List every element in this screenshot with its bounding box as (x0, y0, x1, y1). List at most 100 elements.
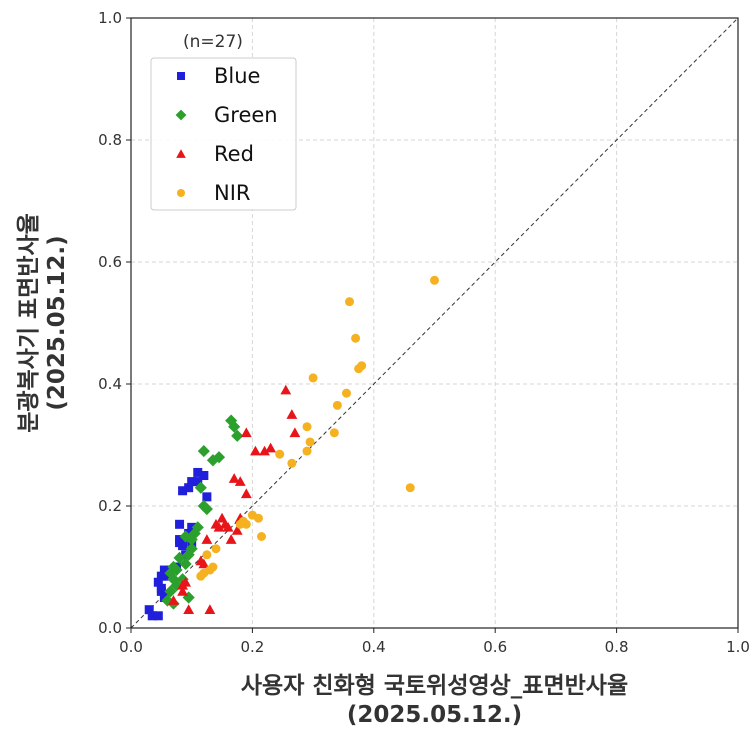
series-red (168, 384, 301, 615)
point-green (191, 521, 204, 534)
y-axis-label-group: 분광복사기 표면반사율 (2025.05.12.) (16, 213, 70, 433)
x-axis-label: 사용자 친화형 국토위성영상_표면반사율 (241, 673, 628, 699)
point-blue (175, 535, 185, 545)
y-axis-label: 분광복사기 표면반사율 (16, 213, 42, 433)
x-tick-label: 1.0 (726, 638, 750, 656)
point-red (265, 442, 277, 453)
point-blue (156, 586, 166, 596)
point-nir (302, 422, 312, 432)
legend: Blue Green Red NIR (150, 57, 297, 211)
legend-label: Green (214, 103, 278, 127)
y-tick-label: 0.6 (98, 253, 122, 271)
y-tick-label: 0.2 (98, 497, 122, 515)
point-green (161, 594, 174, 607)
point-nir (196, 571, 206, 581)
x-tick-label: 0.6 (483, 638, 507, 656)
point-red (177, 586, 188, 596)
y-axis-label-date: (2025.05.12.) (44, 235, 70, 410)
point-green (188, 527, 201, 540)
point-nir (241, 519, 251, 529)
point-blue (144, 605, 154, 615)
y-tick-label: 1.0 (98, 9, 122, 27)
point-nir (253, 513, 263, 523)
x-tick-label: 0.4 (362, 638, 386, 656)
point-blue (199, 471, 209, 480)
point-red (225, 534, 237, 544)
point-nir (332, 400, 342, 410)
point-green (185, 542, 198, 555)
point-green (164, 585, 177, 598)
point-green (170, 579, 183, 592)
point-green (173, 551, 186, 564)
point-blue (153, 611, 163, 621)
point-blue (178, 541, 188, 551)
point-red (180, 576, 192, 587)
point-nir (430, 275, 439, 285)
point-green (228, 420, 241, 433)
point-red (240, 488, 252, 499)
point-red (213, 521, 225, 532)
y-tick-label: 0.4 (98, 375, 122, 393)
point-red (240, 427, 252, 438)
point-blue (187, 477, 197, 487)
point-nir (405, 483, 415, 493)
legend-marker-nir (177, 189, 185, 197)
point-green (182, 548, 195, 561)
point-green (185, 533, 198, 546)
point-red (228, 473, 240, 483)
point-red (289, 427, 301, 438)
point-nir (351, 333, 361, 343)
point-green (197, 445, 210, 458)
x-axis-label-date: (2025.05.12.) (347, 702, 522, 728)
legend-marker-red (176, 149, 186, 158)
point-blue (193, 477, 203, 487)
point-nir (211, 544, 221, 554)
point-red (216, 512, 228, 523)
legend-item-blue: Blue (177, 64, 260, 88)
axis-ticks: 0.0 0.2 0.4 0.6 0.8 1.0 0.0 0.2 0.4 0.6 0.8 1.0 (98, 9, 750, 656)
point-nir (305, 437, 315, 447)
point-nir (257, 532, 267, 541)
point-blue (202, 492, 212, 502)
point-blue (159, 565, 169, 575)
point-blue (193, 467, 203, 477)
point-green (197, 499, 210, 513)
point-blue (178, 486, 188, 496)
point-green (176, 573, 189, 586)
point-nir (275, 449, 285, 459)
point-red (231, 525, 243, 535)
legend-label: Blue (214, 64, 260, 88)
point-red (286, 409, 298, 419)
point-red (250, 445, 261, 456)
grid (131, 18, 738, 628)
point-nir (202, 550, 212, 560)
data-points (144, 275, 439, 621)
point-red (222, 521, 234, 532)
point-red (168, 595, 179, 605)
point-green (212, 451, 226, 464)
plot-frame (130, 17, 739, 629)
x-tick-label: 0.0 (119, 638, 143, 656)
point-red (259, 445, 270, 456)
point-nir (308, 373, 318, 383)
point-blue (156, 571, 166, 581)
point-blue (175, 519, 185, 529)
point-blue (162, 571, 172, 581)
y-tick-label: 0.0 (98, 619, 122, 637)
series-green (161, 414, 244, 610)
point-red (234, 476, 246, 486)
legend-item-nir: NIR (177, 181, 251, 205)
point-green (194, 481, 207, 494)
point-nir (345, 297, 355, 307)
point-red (183, 604, 195, 615)
legend-marker-blue (177, 72, 185, 80)
identity-line (130, 17, 739, 629)
point-green (179, 557, 192, 571)
x-tick-label: 0.8 (605, 638, 629, 656)
legend-item-green: Green (175, 103, 278, 127)
point-nir (329, 428, 339, 438)
point-nir (341, 388, 351, 398)
point-blue (153, 577, 163, 587)
